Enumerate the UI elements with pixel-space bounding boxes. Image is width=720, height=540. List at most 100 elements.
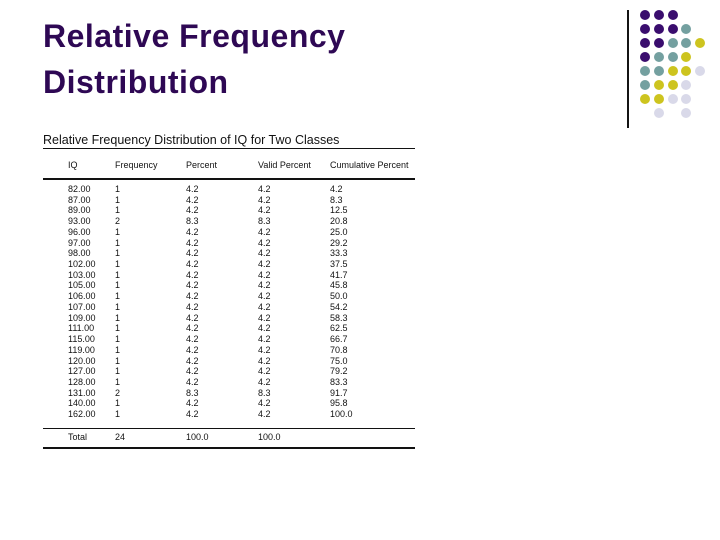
table-cell: 87.00 <box>68 194 91 205</box>
table-row: 98.00 1 4.2 4.2 33.3 <box>43 248 415 259</box>
table-cell: 119.00 <box>68 344 95 355</box>
table-bottom-rule <box>43 447 415 449</box>
table-cell: 1 <box>115 366 121 377</box>
decorative-dot <box>640 38 650 48</box>
table-cell: 4.2 <box>258 291 271 302</box>
page-title: Relative Frequency Distribution <box>43 18 346 100</box>
total-label: Total <box>68 432 88 442</box>
table-row: 105.00 1 4.2 4.2 45.8 <box>43 280 415 291</box>
table-cell: 107.00 <box>68 301 96 312</box>
table-cell: 105.00 <box>68 280 96 291</box>
table-row: 82.00 1 4.2 4.2 4.2 <box>43 184 415 195</box>
table-row: 103.00 1 4.2 4.2 41.7 <box>43 270 415 281</box>
table-cell: 89.00 <box>68 205 91 216</box>
table-cell: 29.2 <box>330 237 348 248</box>
table-cell: 1 <box>115 312 121 323</box>
frequency-table: Relative Frequency Distribution of IQ fo… <box>43 133 415 451</box>
table-row: 102.00 1 4.2 4.2 37.5 <box>43 259 415 270</box>
table-cell: 1 <box>115 398 121 409</box>
decorative-dot <box>667 80 678 90</box>
total-rule <box>43 428 415 429</box>
table-cell: 54.2 <box>330 301 348 312</box>
decorative-dot <box>640 10 650 20</box>
table-row: 128.00 1 4.2 4.2 83.3 <box>43 377 415 388</box>
table-cell: 1 <box>115 205 121 216</box>
table-cell: 95.8 <box>330 398 348 409</box>
table-cell: 83.3 <box>330 376 348 387</box>
table-cell: 4.2 <box>258 269 271 280</box>
decorative-dot <box>640 66 650 76</box>
table-cell: 82.00 <box>68 184 91 194</box>
caption-underline <box>43 148 415 149</box>
table-cell: 4.2 <box>258 323 271 334</box>
decorative-dot <box>681 80 692 90</box>
table-cell: 4.2 <box>186 376 199 387</box>
table-cell: 140.00 <box>68 398 96 409</box>
table-cell: 8.3 <box>186 216 199 227</box>
decorative-dot <box>653 66 664 76</box>
table-cell: 4.2 <box>258 259 271 270</box>
table-cell: 115.00 <box>68 334 95 345</box>
decorative-dot <box>667 24 678 34</box>
table-cell: 4.2 <box>186 409 199 420</box>
table-cell: 4.2 <box>186 312 199 323</box>
decorative-dot <box>667 38 678 48</box>
table-cell: 1 <box>115 237 121 248</box>
table-cell: 66.7 <box>330 334 348 345</box>
table-cell: 4.2 <box>258 280 271 291</box>
table-row: 87.00 1 4.2 4.2 8.3 <box>43 195 415 206</box>
table-cell: 98.00 <box>68 248 91 259</box>
table-row: 115.00 1 4.2 4.2 66.7 <box>43 334 415 345</box>
table-cell: 4.2 <box>258 301 271 312</box>
table-row: 107.00 1 4.2 4.2 54.2 <box>43 302 415 313</box>
table-cell: 4.2 <box>186 344 199 355</box>
table-cell: 103.00 <box>68 269 96 280</box>
decorative-dot <box>667 10 678 20</box>
total-frequency: 24 <box>115 432 126 442</box>
decorative-dot <box>653 38 664 48</box>
table-cell: 1 <box>115 269 121 280</box>
decorative-dot <box>640 80 650 90</box>
table-cell: 4.2 <box>258 409 271 420</box>
table-row: 131.00 2 8.3 8.3 91.7 <box>43 388 415 399</box>
table-cell: 41.7 <box>330 269 348 280</box>
table-cell: 102.00 <box>68 259 96 270</box>
decorative-dot <box>667 66 678 76</box>
table-cell: 1 <box>115 334 121 345</box>
table-cell: 4.2 <box>186 334 199 345</box>
table-cell: 93.00 <box>68 216 91 227</box>
column-header-frequency: Frequency <box>115 160 158 170</box>
table-row: 89.00 1 4.2 4.2 12.5 <box>43 205 415 216</box>
table-cell: 62.5 <box>330 323 348 334</box>
decorative-dot <box>667 94 678 104</box>
table-cell: 109.00 <box>68 312 96 323</box>
table-cell: 1 <box>115 301 121 312</box>
table-cell: 20.8 <box>330 216 348 227</box>
table-cell: 128.00 <box>68 376 96 387</box>
vertical-accent-line <box>627 10 629 128</box>
decorative-dot <box>640 24 650 34</box>
table-cell: 79.2 <box>330 366 348 377</box>
table-cell: 4.2 <box>258 194 271 205</box>
table-row: 127.00 1 4.2 4.2 79.2 <box>43 366 415 377</box>
table-cell: 1 <box>115 259 121 270</box>
table-cell: 4.2 <box>186 269 199 280</box>
decorative-dot <box>653 10 664 20</box>
table-cell: 4.2 <box>186 248 199 259</box>
table-row: 140.00 1 4.2 4.2 95.8 <box>43 398 415 409</box>
table-cell: 4.2 <box>186 205 199 216</box>
table-cell: 45.8 <box>330 280 348 291</box>
table-cell: 4.2 <box>186 398 199 409</box>
table-cell: 58.3 <box>330 312 348 323</box>
decorative-dot <box>640 94 650 104</box>
table-cell: 4.2 <box>186 184 199 194</box>
table-cell: 1 <box>115 248 121 259</box>
table-cell: 4.2 <box>258 237 271 248</box>
table-cell: 1 <box>115 355 121 366</box>
table-cell: 4.2 <box>186 259 199 270</box>
table-cell: 4.2 <box>258 344 271 355</box>
decorative-dot <box>653 24 664 34</box>
decorative-dot <box>681 66 692 76</box>
table-total-row: Total 24 100.0 100.0 <box>43 432 415 443</box>
table-cell: 4.2 <box>186 355 199 366</box>
